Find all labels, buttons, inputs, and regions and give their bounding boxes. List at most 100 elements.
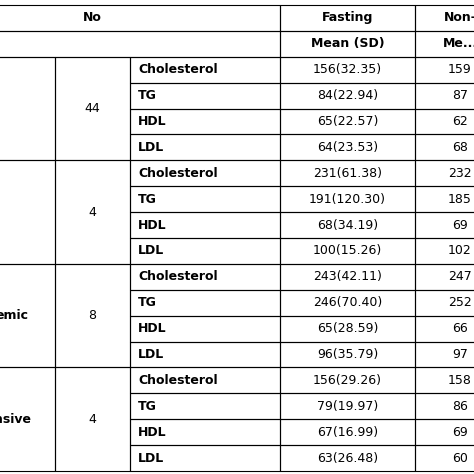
Text: Mean (SD): Mean (SD) <box>310 37 384 50</box>
Bar <box>280 316 415 342</box>
Bar <box>0 160 55 264</box>
Text: 65(28.59): 65(28.59) <box>317 322 378 335</box>
Bar <box>130 57 280 82</box>
Text: 65(22.57): 65(22.57) <box>317 115 378 128</box>
Text: TG: TG <box>138 400 157 413</box>
Text: Non-: Non- <box>444 11 474 25</box>
Bar <box>280 109 415 135</box>
Text: nsive: nsive <box>0 413 31 426</box>
Bar <box>415 82 474 109</box>
Bar <box>415 419 474 445</box>
Text: 252: 252 <box>448 296 472 309</box>
Text: No: No <box>83 11 102 25</box>
Text: HDL: HDL <box>138 322 167 335</box>
Bar <box>280 160 415 186</box>
Bar <box>280 238 415 264</box>
Text: 79(19.97): 79(19.97) <box>317 400 378 413</box>
Bar <box>130 82 280 109</box>
Bar <box>415 160 474 186</box>
Bar <box>415 31 474 57</box>
Bar <box>55 264 130 367</box>
Text: 69: 69 <box>452 219 468 232</box>
Text: Cholesterol: Cholesterol <box>138 63 218 76</box>
Bar <box>280 290 415 316</box>
Bar <box>415 264 474 290</box>
Bar <box>130 367 280 393</box>
Bar <box>280 212 415 238</box>
Bar <box>0 264 55 367</box>
Text: 4: 4 <box>89 206 96 219</box>
Text: 100(15.26): 100(15.26) <box>313 245 382 257</box>
Text: LDL: LDL <box>138 452 164 465</box>
Text: HDL: HDL <box>138 426 167 438</box>
Bar <box>55 367 130 471</box>
Text: 64(23.53): 64(23.53) <box>317 141 378 154</box>
Bar <box>415 57 474 82</box>
Bar <box>0 5 280 31</box>
Bar <box>280 57 415 82</box>
Bar <box>130 316 280 342</box>
Bar <box>130 264 280 290</box>
Bar <box>130 445 280 471</box>
Bar <box>415 316 474 342</box>
Text: 68(34.19): 68(34.19) <box>317 219 378 232</box>
Bar <box>415 290 474 316</box>
Bar <box>280 31 415 57</box>
Text: LDL: LDL <box>138 141 164 154</box>
Text: Cholesterol: Cholesterol <box>138 167 218 180</box>
Bar <box>415 212 474 238</box>
Text: 243(42.11): 243(42.11) <box>313 270 382 283</box>
Bar <box>280 367 415 393</box>
Bar <box>130 135 280 160</box>
Bar <box>0 367 55 471</box>
Bar <box>130 419 280 445</box>
Bar <box>415 238 474 264</box>
Text: TG: TG <box>138 89 157 102</box>
Text: 159: 159 <box>448 63 472 76</box>
Bar <box>130 290 280 316</box>
Text: 67(16.99): 67(16.99) <box>317 426 378 438</box>
Bar <box>415 5 474 31</box>
Bar <box>415 109 474 135</box>
Bar <box>130 393 280 419</box>
Text: HDL: HDL <box>138 115 167 128</box>
Text: 102: 102 <box>448 245 472 257</box>
Bar <box>280 135 415 160</box>
Bar <box>55 160 130 264</box>
Bar <box>280 419 415 445</box>
Bar <box>280 82 415 109</box>
Bar <box>130 212 280 238</box>
Text: Cholesterol: Cholesterol <box>138 270 218 283</box>
Bar <box>280 5 415 31</box>
Text: 84(22.94): 84(22.94) <box>317 89 378 102</box>
Text: emic: emic <box>0 309 29 322</box>
Text: TG: TG <box>138 192 157 206</box>
Bar <box>415 445 474 471</box>
Text: Cholesterol: Cholesterol <box>138 374 218 387</box>
Text: 96(35.79): 96(35.79) <box>317 348 378 361</box>
Text: 86: 86 <box>452 400 468 413</box>
Bar <box>415 393 474 419</box>
Text: 62: 62 <box>452 115 468 128</box>
Text: TG: TG <box>138 296 157 309</box>
Bar <box>130 186 280 212</box>
Bar <box>280 342 415 367</box>
Text: 44: 44 <box>85 102 100 115</box>
Bar <box>55 57 130 160</box>
Bar <box>130 342 280 367</box>
Text: 185: 185 <box>448 192 472 206</box>
Text: 60: 60 <box>452 452 468 465</box>
Text: 68: 68 <box>452 141 468 154</box>
Text: Fasting: Fasting <box>322 11 373 25</box>
Bar <box>415 186 474 212</box>
Text: HDL: HDL <box>138 219 167 232</box>
Text: 246(70.40): 246(70.40) <box>313 296 382 309</box>
Bar <box>130 109 280 135</box>
Text: 4: 4 <box>89 413 96 426</box>
Text: 156(29.26): 156(29.26) <box>313 374 382 387</box>
Bar <box>0 31 280 57</box>
Text: 66: 66 <box>452 322 468 335</box>
Text: 191(120.30): 191(120.30) <box>309 192 386 206</box>
Text: 87: 87 <box>452 89 468 102</box>
Bar <box>415 342 474 367</box>
